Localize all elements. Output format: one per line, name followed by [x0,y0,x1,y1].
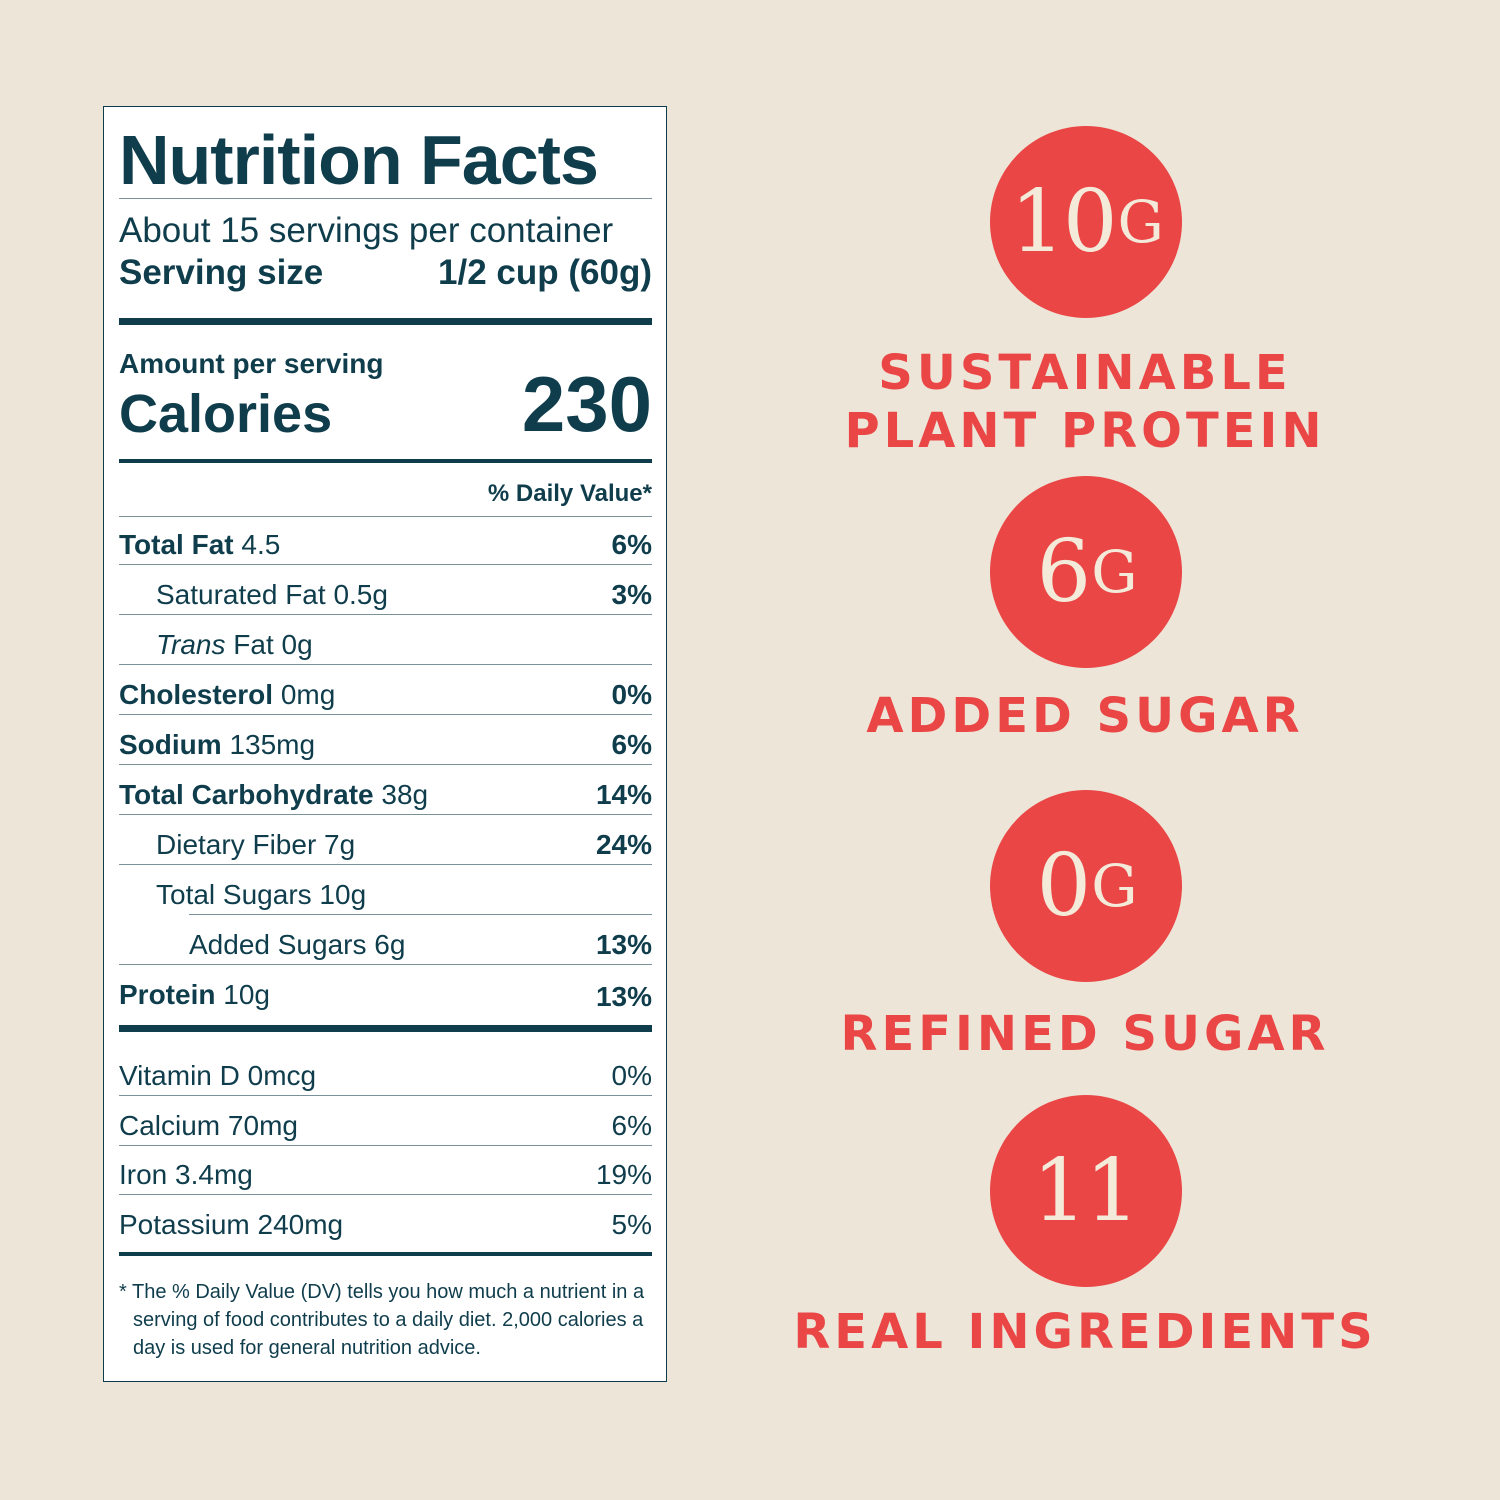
nutrient-name: Total Sugars [156,879,312,910]
vitamin-row-calcium: Calcium 70mg 6% [119,1098,652,1146]
vitamin-row-vitamin-d: Vitamin D 0mcg 0% [119,1048,652,1096]
nutrient-amount: 6g [374,929,406,960]
vitamin-amount: 70mg [227,1110,298,1141]
divider-thick [119,318,652,325]
highlight-badge-ingredients: 11 [990,1095,1182,1287]
vitamin-name: Iron [119,1159,168,1190]
vitamin-row-iron: Iron 3.4mg 19% [119,1147,652,1195]
nutrient-row-total-fat: Total Fat 4.5 6% [119,517,652,565]
footnote: * The % Daily Value (DV) tells you how m… [119,1278,652,1362]
nutrient-amount: 7g [324,829,356,860]
badge-value: 10 [1010,172,1117,272]
caption-line: REFINED SUGAR [840,1006,1330,1062]
calories-value: 230 [521,360,652,448]
nutrient-row-cholesterol: Cholesterol 0mg 0% [119,667,652,715]
vitamin-dv: 0% [611,1060,652,1091]
badge-value: 6 [1036,522,1091,622]
divider-thick [119,1025,652,1032]
nutrient-row-trans-fat: Trans Fat 0g [119,617,652,665]
vitamin-name: Vitamin D [119,1060,240,1091]
daily-value-header: % Daily Value* [487,480,652,507]
vitamin-amount: 240mg [257,1209,344,1240]
caption-line: REAL INGREDIENTS [793,1304,1377,1360]
nutrient-name: Cholesterol [119,679,274,710]
caption-line: ADDED SUGAR [866,688,1304,744]
vitamin-amount: 0mcg [247,1060,317,1091]
nutrient-amount: Fat 0g [233,629,313,660]
vitamin-amount: 3.4mg [175,1159,253,1190]
divider-medium [119,1252,652,1256]
nutrient-amount: 38g [381,779,429,810]
nutrient-row-added-sugars: Added Sugars 6g 13% [119,917,652,965]
badge-unit: G [1091,852,1137,920]
servings-per-container: About 15 servings per container [119,211,614,250]
footnote-text: The % Daily Value (DV) tells you how muc… [132,1281,645,1359]
caption-line: PLANT PROTEIN [844,403,1326,459]
footnote-star: * [119,1281,127,1303]
nutrient-dv: 24% [595,829,652,860]
nutrient-amount: 10g [319,879,367,910]
nutrient-amount: 135mg [229,729,316,760]
vitamin-dv: 19% [595,1159,652,1190]
nutrient-row-total-sugars: Total Sugars 10g [119,867,652,915]
nutrient-row-sodium: Sodium 135mg 6% [119,717,652,765]
nutrient-dv: 13% [595,981,652,1012]
nutrient-row-dietary-fiber: Dietary Fiber 7g 24% [119,817,652,865]
highlight-caption-refined-sugar: REFINED SUGAR [785,1005,1385,1063]
highlight-caption-ingredients: REAL INGREDIENTS [785,1303,1385,1361]
vitamin-dv: 5% [611,1209,652,1240]
nutrient-name: Trans [156,629,226,660]
nutrition-title: Nutrition Facts [119,121,599,199]
serving-size-value: 1/2 cup (60g) [438,253,652,292]
nutrient-dv: 13% [595,929,652,960]
highlight-caption-added-sugar: ADDED SUGAR [785,687,1385,745]
nutrient-dv: 6% [611,529,652,560]
nutrient-dv: 0% [611,679,652,710]
highlight-caption-protein: SUSTAINABLE PLANT PROTEIN [785,344,1385,460]
caption-line: SUSTAINABLE [878,345,1292,401]
nutrient-row-saturated-fat: Saturated Fat 0.5g 3% [119,567,652,615]
vitamin-name: Potassium [119,1209,250,1240]
nutrient-amount: 0.5g [333,579,388,610]
nutrient-row-protein: Protein 10g 13% [119,967,652,1015]
calories-label: Calories [119,384,333,444]
divider-medium [119,459,652,463]
nutrition-facts-panel: Nutrition Facts About 15 servings per co… [103,106,667,1382]
serving-size-label: Serving size [119,253,324,292]
badge-unit: G [1117,188,1164,256]
nutrient-name: Added Sugars [189,929,367,960]
highlight-badge-protein: 10 G [990,126,1182,318]
nutrient-name: Dietary Fiber [156,829,317,860]
nutrient-dv: 14% [595,779,652,810]
amount-per-serving: Amount per serving [119,348,384,379]
badge-value: 0 [1036,836,1091,936]
nutrient-dv: 3% [611,579,652,610]
vitamin-row-potassium: Potassium 240mg 5% [119,1197,652,1245]
nutrient-amount: 10g [223,979,270,1010]
nutrient-dv: 6% [611,729,652,760]
nutrient-name: Total Carbohydrate [119,779,374,810]
vitamin-name: Calcium [119,1110,221,1141]
nutrient-name: Saturated Fat [156,579,326,610]
nutrient-name: Sodium [119,729,222,760]
nutrient-amount: 0mg [280,679,336,710]
vitamin-dv: 6% [611,1110,652,1141]
badge-unit: G [1091,538,1137,606]
badge-value: 11 [1032,1141,1139,1241]
nutrient-row-total-carbohydrate: Total Carbohydrate 38g 14% [119,767,652,815]
divider [119,516,652,517]
nutrient-name: Protein [119,979,216,1010]
divider [119,198,652,199]
nutrient-amount: 4.5 [241,529,281,560]
nutrient-name: Total Fat [119,529,234,560]
